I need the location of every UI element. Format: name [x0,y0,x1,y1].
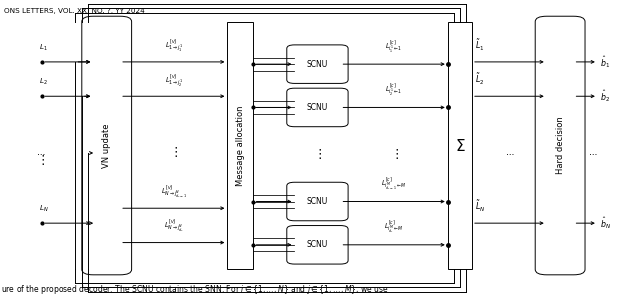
Text: VN update: VN update [102,123,111,168]
Text: ONS LETTERS, VOL. XX, NO. ?, YY 2024: ONS LETTERS, VOL. XX, NO. ?, YY 2024 [4,8,145,14]
Text: $L_N$: $L_N$ [39,204,49,214]
Text: $\cdots$: $\cdots$ [505,148,514,158]
Text: $\Sigma$: $\Sigma$ [454,137,465,154]
Text: $L_{i_2^1\leftarrow 1}^{[c]}$: $L_{i_2^1\leftarrow 1}^{[c]}$ [385,82,403,98]
Text: $L_1$: $L_1$ [39,43,48,53]
FancyBboxPatch shape [82,16,132,275]
Text: $\vdots$: $\vdots$ [390,148,399,161]
Text: $L_2$: $L_2$ [39,77,48,87]
Text: $\hat{b}_2$: $\hat{b}_2$ [600,88,611,104]
Text: $L_{1\to j_2^1}^{[v]}$: $L_{1\to j_2^1}^{[v]}$ [164,72,183,89]
Text: $L_{N\to j_{d_v-1}^N}^{[v]}$: $L_{N\to j_{d_v-1}^N}^{[v]}$ [161,184,187,201]
Text: SCNU: SCNU [307,103,328,112]
Text: $L_{i_{d_c-1}^M\leftarrow M}^{[c]}$: $L_{i_{d_c-1}^M\leftarrow M}^{[c]}$ [381,176,407,193]
Text: Message allocation: Message allocation [236,105,244,186]
Text: Hard decision: Hard decision [556,117,564,174]
Text: ure of the proposed decoder. The SCNU contains the SNN. For $i \in \{1,\ldots,N\: ure of the proposed decoder. The SCNU co… [1,283,388,296]
Text: SCNU: SCNU [307,197,328,206]
FancyBboxPatch shape [287,88,348,127]
Text: $\hat{b}_N$: $\hat{b}_N$ [600,215,611,231]
Text: $\vdots$: $\vdots$ [170,145,178,159]
Text: $L_{i_{d_c}^M\leftarrow M}^{[c]}$: $L_{i_{d_c}^M\leftarrow M}^{[c]}$ [384,219,404,236]
Text: $\tilde{L}_1$: $\tilde{L}_1$ [475,38,484,53]
FancyBboxPatch shape [287,226,348,264]
Text: $\vdots$: $\vdots$ [313,148,322,161]
FancyBboxPatch shape [287,182,348,221]
Text: SCNU: SCNU [307,60,328,69]
Bar [227,22,253,269]
FancyBboxPatch shape [535,16,585,275]
Text: $\tilde{L}_N$: $\tilde{L}_N$ [475,199,486,214]
Text: $\cdots$: $\cdots$ [588,148,597,158]
Text: SCNU: SCNU [307,240,328,249]
Text: $L_{1\to j_1^1}^{[v]}$: $L_{1\to j_1^1}^{[v]}$ [164,38,183,54]
Text: $\hat{b}_1$: $\hat{b}_1$ [600,54,611,70]
Text: $\vdots$: $\vdots$ [36,153,45,167]
Bar [448,22,472,269]
Text: $L_{i_1^1\leftarrow 1}^{[c]}$: $L_{i_1^1\leftarrow 1}^{[c]}$ [385,39,403,55]
Text: $\tilde{L}_2$: $\tilde{L}_2$ [475,72,484,87]
FancyBboxPatch shape [287,45,348,83]
Text: $\cdots$: $\cdots$ [36,148,45,158]
Text: $L_{N\to j_{d_v}^N}^{[v]}$: $L_{N\to j_{d_v}^N}^{[v]}$ [164,218,184,235]
